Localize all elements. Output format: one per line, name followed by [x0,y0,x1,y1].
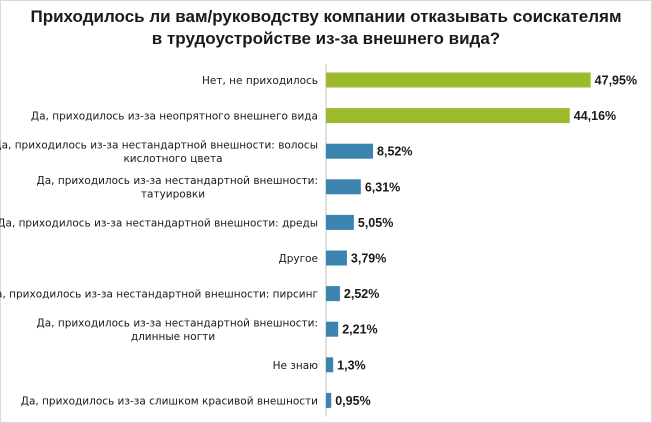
category-label-7: Да, приходилось из-за нестандартной внеш… [37,317,318,343]
category-label-8: Не знаю [273,360,319,372]
category-label-6-line-0: Да, приходилось из-за нестандартной внеш… [0,289,318,301]
chart-title: Приходилось ли вам/руководству компании … [30,7,622,48]
category-label-7-line-1: длинные ногти [131,331,215,343]
value-label-7: 2,21% [342,323,377,337]
value-label-1: 44,16% [574,109,616,123]
value-label-9: 0,95% [335,394,370,408]
value-label-3: 6,31% [365,180,400,194]
category-label-8-line-0: Не знаю [273,360,319,372]
bar-5 [326,250,347,266]
bar-6 [326,286,340,302]
bar-0 [326,72,591,88]
category-label-2: Да, приходилось из-за нестандартной внеш… [0,139,318,165]
value-label-5: 3,79% [351,252,386,266]
value-label-6: 2,52% [344,287,379,301]
category-label-7-line-0: Да, приходилось из-за нестандартной внеш… [37,317,318,329]
category-label-5: Другое [279,253,318,265]
category-label-3-line-0: Да, приходилось из-за нестандартной внеш… [37,175,318,187]
category-label-0: Нет, не приходилось [202,75,318,87]
bar-4 [326,214,354,230]
category-label-2-line-1: кислотного цвета [123,153,222,165]
category-label-1: Да, приходилось из-за неопрятного внешне… [31,111,318,123]
category-label-3-line-1: татуировки [141,189,205,201]
category-label-5-line-0: Другое [279,253,318,265]
category-label-2-line-0: Да, приходилось из-за нестандартной внеш… [0,139,318,151]
category-label-4: Да, приходилось из-за нестандартной внеш… [0,217,318,229]
value-label-0: 47,95% [595,74,637,88]
category-label-3: Да, приходилось из-за нестандартной внеш… [37,175,318,201]
category-label-4-line-0: Да, приходилось из-за нестандартной внеш… [0,217,318,229]
category-label-9-line-0: Да, приходилось из-за слишком красивой в… [21,395,318,407]
value-label-8: 1,3% [337,358,366,372]
bar-1 [326,108,570,124]
value-label-4: 5,05% [358,216,393,230]
category-label-0-line-0: Нет, не приходилось [202,75,318,87]
bar-2 [326,143,374,159]
bar-3 [326,179,361,195]
value-label-2: 8,52% [377,145,412,159]
category-label-9: Да, приходилось из-за слишком красивой в… [21,395,318,407]
bar-9 [326,392,332,408]
category-label-1-line-0: Да, приходилось из-за неопрятного внешне… [31,111,318,123]
bar-8 [326,357,334,373]
bar-7 [326,321,339,337]
category-label-6: Да, приходилось из-за нестандартной внеш… [0,289,318,301]
